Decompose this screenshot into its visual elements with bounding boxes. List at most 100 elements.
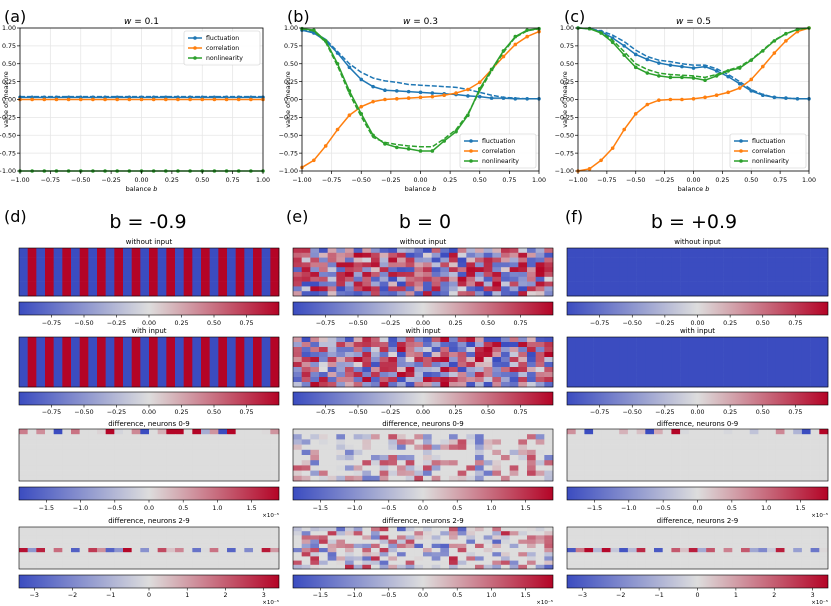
heatmap-cell: [27, 564, 37, 570]
x-tick-label: 0.50: [195, 177, 209, 184]
heatmap-cell: [166, 272, 176, 278]
heatmap-cell: [440, 465, 450, 471]
heatmap-cell: [227, 357, 236, 363]
heatmap-cell: [19, 535, 28, 540]
heatmap-cell: [270, 527, 280, 532]
heatmap-cell: [201, 470, 210, 477]
heatmap-cell: [327, 535, 337, 540]
heatmap-cell: [310, 439, 320, 445]
heatmap-cell: [88, 382, 98, 388]
heatmap-cell: [261, 286, 271, 292]
heatmap-cell: [45, 276, 54, 282]
heatmap-cell: [71, 291, 80, 297]
heatmap-cell: [775, 357, 785, 363]
heatmap-cell: [610, 382, 620, 388]
heatmap-cell: [371, 556, 380, 561]
heatmap-cell: [671, 382, 681, 388]
heatmap-cell: [97, 248, 106, 254]
heatmap-cell: [509, 267, 519, 273]
heatmap-cell: [62, 372, 72, 378]
heatmap-cell: [244, 460, 254, 466]
heatmap-cell: [483, 552, 493, 557]
heatmap-cell: [79, 367, 89, 373]
heatmap-cell: [819, 347, 829, 353]
heatmap-cell: [518, 439, 528, 445]
heatmap-cell: [492, 267, 502, 273]
heatmap-cell: [149, 531, 158, 536]
heatmap-cell: [801, 281, 811, 287]
heatmap-cell: [388, 337, 398, 343]
heatmap-cell: [723, 434, 733, 440]
heatmap-cell: [36, 539, 46, 545]
heatmap-cell: [114, 357, 124, 363]
heatmap-cell: [209, 347, 219, 353]
heatmap-cell: [114, 439, 124, 445]
data-point-correlation: [726, 90, 730, 95]
heatmap-cell: [310, 527, 320, 532]
heatmap-cell: [601, 372, 611, 378]
heatmap-cell: [414, 347, 424, 353]
heatmap-cell: [201, 434, 210, 440]
heatmap-cell: [53, 337, 63, 343]
heatmap-cell: [544, 527, 554, 532]
heatmap-cell: [501, 556, 510, 561]
heatmap-cell: [584, 377, 594, 383]
colorbar-tick-label: 0.0: [418, 592, 428, 599]
heatmap-cell: [88, 248, 98, 254]
heatmap-cell: [819, 377, 829, 383]
colorbar-tick-label: −3: [30, 592, 39, 599]
series-line-dashed-fluctuation: [301, 29, 539, 100]
heatmap-cell: [492, 434, 502, 440]
heatmap-cell: [697, 560, 707, 566]
heatmap-cell: [253, 262, 262, 268]
heatmap-cell: [19, 362, 28, 368]
heatmap-cell: [483, 372, 493, 378]
heatmap-cell: [201, 377, 210, 383]
heatmap-cell: [293, 531, 302, 536]
text-span: balance: [405, 185, 431, 193]
heatmap-cell: [62, 281, 72, 287]
heatmap-cell: [671, 352, 681, 358]
heatmap-cell: [105, 460, 115, 466]
heatmap-cell: [336, 248, 346, 254]
heatmap-cell: [758, 548, 768, 553]
heatmap-cell: [784, 543, 794, 549]
data-point-nonlinearity: [645, 71, 650, 75]
heatmap-cell: [209, 362, 219, 368]
heatmap-cell: [253, 272, 262, 278]
heatmap-cell: [414, 372, 424, 378]
heatmap-cell: [527, 539, 536, 545]
heatmap-cell: [636, 342, 646, 348]
heatmap-cell: [62, 286, 72, 292]
heatmap-cell: [19, 556, 28, 561]
heatmap-cell: [253, 337, 262, 343]
heatmap-cell: [379, 382, 389, 388]
heatmap-cell: [19, 429, 28, 435]
heatmap-cell: [749, 556, 759, 561]
heatmap-cell: [475, 248, 484, 254]
heatmap-cell: [201, 257, 210, 263]
heatmap-cell: [253, 455, 262, 461]
heatmap-cell: [784, 248, 794, 254]
heatmap-cell: [192, 465, 202, 471]
heatmap-cell: [244, 560, 254, 566]
heatmap-cell: [235, 552, 245, 557]
heatmap-cell: [440, 272, 450, 278]
heatmap-cell: [466, 552, 476, 557]
heatmap-cell: [140, 286, 150, 292]
data-point-correlation: [442, 93, 447, 98]
heatmap-cell: [767, 552, 777, 557]
colorbar-tick-label: 0.0: [692, 505, 702, 512]
data-point-correlation: [599, 158, 603, 163]
heatmap-cell: [71, 543, 80, 549]
heatmap-cell: [140, 429, 150, 435]
heatmap-cell: [227, 434, 236, 440]
heatmap-cell: [544, 535, 554, 540]
heatmap-cell: [449, 272, 458, 278]
heatmap-cell: [671, 357, 681, 363]
heatmap-cell: [654, 252, 663, 258]
heatmap-cell: [235, 543, 245, 549]
heatmap-title: difference, neurons 2-9: [657, 517, 739, 525]
y-tick-label: 0.00: [2, 97, 16, 104]
heatmap-cell: [105, 276, 115, 282]
